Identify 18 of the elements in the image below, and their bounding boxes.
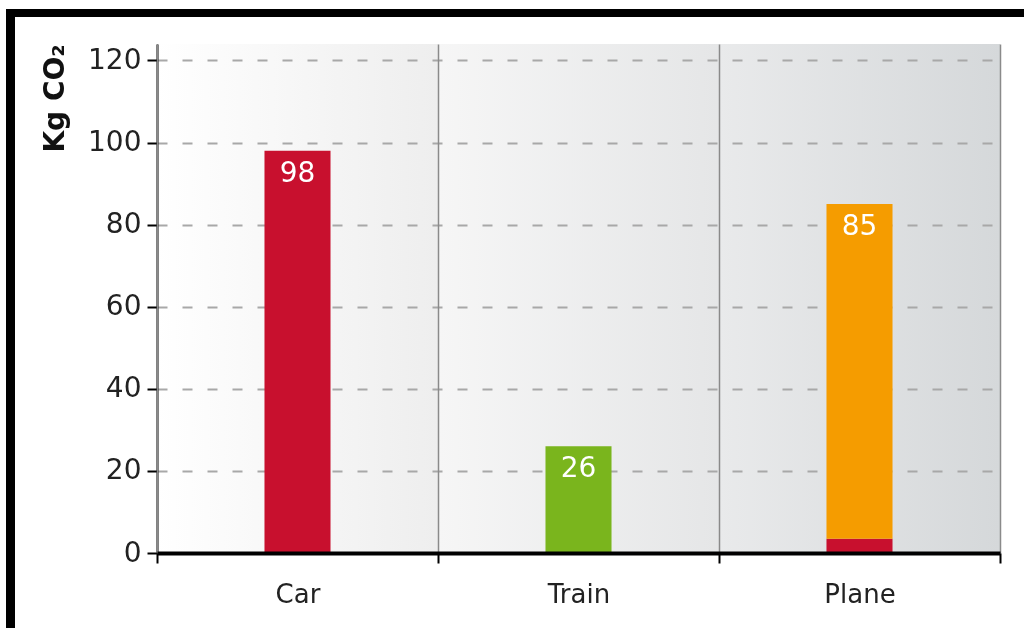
bar	[545, 446, 612, 553]
bar	[826, 204, 893, 539]
x-tick-label: Car	[275, 578, 321, 609]
y-axis-title: Kg CO₂	[38, 44, 72, 153]
y-tick-label: 80	[105, 207, 142, 241]
total-label: 85	[841, 209, 878, 243]
bar	[826, 538, 893, 553]
y-tick-label: 100	[88, 125, 142, 159]
x-tick-label: Plane	[824, 578, 896, 609]
y-tick-label: 40	[105, 371, 142, 405]
bar	[264, 150, 331, 553]
total-label: 26	[560, 451, 597, 485]
x-tick-label: Train	[546, 578, 611, 609]
y-tick-label: 20	[105, 453, 142, 487]
total-label: 98	[279, 155, 316, 189]
y-tick-label: 0	[123, 535, 142, 569]
y-tick-label: 60	[105, 289, 142, 323]
y-tick-label: 120	[88, 42, 142, 76]
